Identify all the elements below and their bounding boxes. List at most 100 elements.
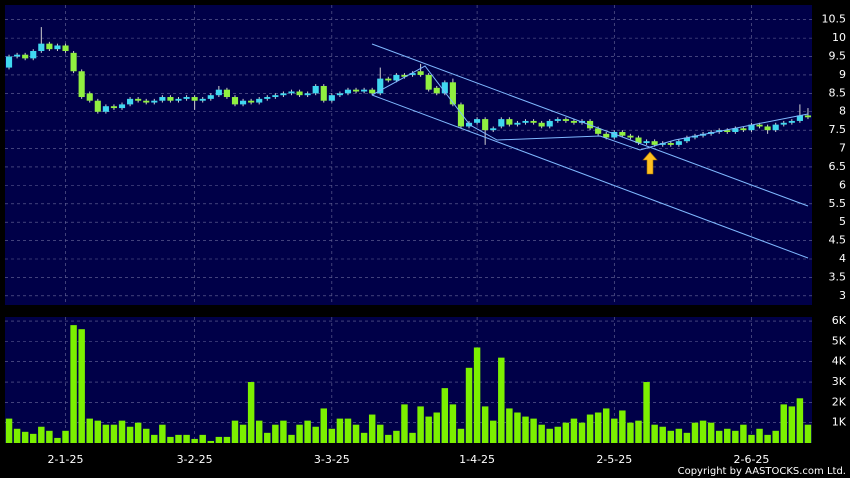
candle-body (352, 89, 360, 92)
y-tick-label: 4.5 (829, 234, 847, 247)
channel-upper (371, 43, 809, 207)
volume-bar (86, 418, 93, 443)
y-tick-label: 6K (832, 314, 847, 327)
candle-body (498, 119, 505, 127)
volume-bar (46, 430, 53, 443)
candle-body (780, 122, 787, 125)
y-tick-label: 8 (839, 105, 846, 118)
candle-body (94, 100, 101, 112)
x-tick-label: 1-4-25 (459, 453, 495, 466)
candle-body (611, 131, 618, 138)
volume-bar (554, 426, 562, 443)
candle-body (288, 91, 295, 94)
candle-body (199, 98, 206, 101)
channel-lower (371, 94, 809, 259)
candle-body (264, 97, 271, 99)
volume-bar (21, 431, 29, 443)
volume-bar (546, 428, 553, 443)
volume-bar (264, 432, 271, 443)
candle-body (804, 115, 812, 118)
volume-bar (490, 420, 497, 443)
candle-body (127, 98, 134, 105)
candle-body (312, 85, 319, 94)
volume-bar (772, 430, 779, 443)
candle-body (530, 120, 537, 123)
volume-bar (538, 424, 545, 443)
candle-body (336, 93, 343, 96)
volume-bar (360, 432, 368, 443)
volume-bar (393, 430, 400, 443)
volume-bar (207, 440, 215, 443)
volume-bar (481, 406, 489, 443)
candle-body (675, 141, 682, 145)
volume-bar (796, 398, 804, 443)
candle-body (570, 120, 578, 123)
candle-body (215, 89, 222, 96)
candle-body (135, 98, 142, 101)
y-tick-label: 6 (839, 178, 846, 191)
volume-bar (570, 418, 578, 443)
volume-bar (304, 420, 311, 443)
candle-body (756, 124, 763, 127)
volume-bar (764, 434, 771, 443)
volume-bar (94, 420, 102, 443)
y-tick-label: 8.5 (829, 86, 847, 99)
candle-body (167, 97, 174, 101)
candle-body (175, 98, 182, 101)
volume-bar (562, 422, 570, 443)
y-tick-label: 3 (839, 289, 846, 302)
volume-bar (780, 404, 787, 443)
candle-body (546, 120, 553, 127)
y-tick-label: 3K (832, 375, 847, 388)
candle-body (683, 137, 690, 142)
y-tick-label: 7.5 (829, 123, 847, 136)
candle-body (328, 95, 335, 101)
y-tick-label: 1K (832, 416, 847, 429)
y-tick-label: 5.5 (829, 197, 847, 210)
y-tick-label: 10 (832, 31, 846, 44)
volume-bar (514, 412, 521, 443)
volume-bar (167, 436, 174, 443)
y-tick-label: 3.5 (829, 270, 847, 283)
candle-body (457, 104, 465, 127)
candle-body (724, 130, 731, 132)
volume-bar (288, 434, 295, 443)
candle-body (474, 119, 481, 123)
volume-bar (699, 420, 707, 443)
volume-bar (707, 422, 715, 443)
candle-body (272, 95, 279, 98)
candle-body (344, 89, 352, 94)
candle-body (231, 97, 239, 105)
volume-bar (756, 428, 763, 443)
candle-body (482, 119, 489, 131)
candle-body (183, 97, 190, 99)
candle-body (425, 74, 432, 90)
candle-body (643, 141, 650, 144)
candle-body (304, 93, 311, 96)
volume-bar (296, 424, 303, 443)
volume-bar (54, 437, 61, 443)
candle-body (449, 82, 456, 105)
candle-body (490, 128, 497, 131)
volume-bar (38, 426, 45, 443)
volume-bar (651, 424, 658, 443)
candle-body (30, 51, 37, 59)
volume-bar (30, 433, 37, 443)
candle-body (280, 93, 287, 96)
volume-bar (788, 406, 796, 443)
volume-bar (691, 422, 699, 443)
y-tick-label: 4 (839, 252, 846, 265)
volume-bar (191, 438, 198, 443)
candle-body (465, 122, 473, 127)
volume-bar (465, 367, 473, 443)
volume-bar (417, 406, 424, 443)
volume-bar (457, 428, 465, 443)
candle-body (651, 141, 658, 145)
candle-body (46, 43, 53, 50)
x-tick-label: 2-6-25 (734, 453, 770, 466)
volume-bar (586, 414, 594, 443)
volume-bar (594, 412, 602, 443)
volume-bar (619, 410, 626, 443)
y-tick-label: 9 (839, 68, 846, 81)
candle-body (62, 45, 69, 52)
